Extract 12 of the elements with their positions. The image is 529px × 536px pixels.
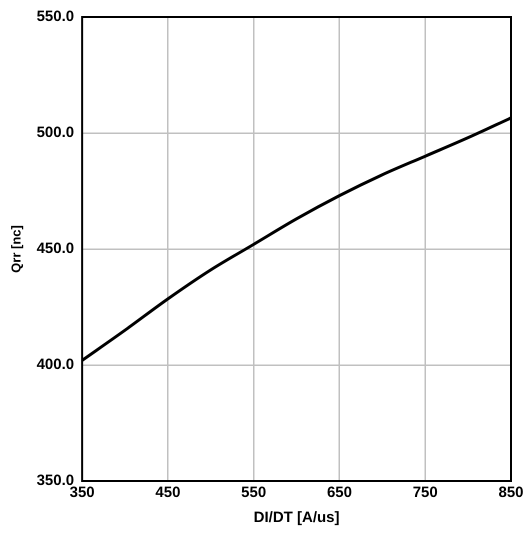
x-tick-label: 750: [412, 484, 438, 502]
y-tick-label: 500.0: [36, 124, 74, 142]
x-axis-title: DI/DT [A/us]: [254, 509, 340, 526]
x-tick-label: 350: [70, 484, 95, 502]
y-tick-label: 400.0: [36, 356, 74, 374]
y-axis-title: Qrr [nc]: [8, 225, 24, 273]
x-tick-label: 550: [241, 484, 266, 502]
x-tick-label: 450: [155, 484, 180, 502]
y-tick-label: 550.0: [36, 8, 74, 26]
x-tick-label: 650: [326, 484, 352, 502]
x-tick-label: 850: [498, 484, 524, 502]
y-tick-label: 450.0: [36, 240, 74, 258]
